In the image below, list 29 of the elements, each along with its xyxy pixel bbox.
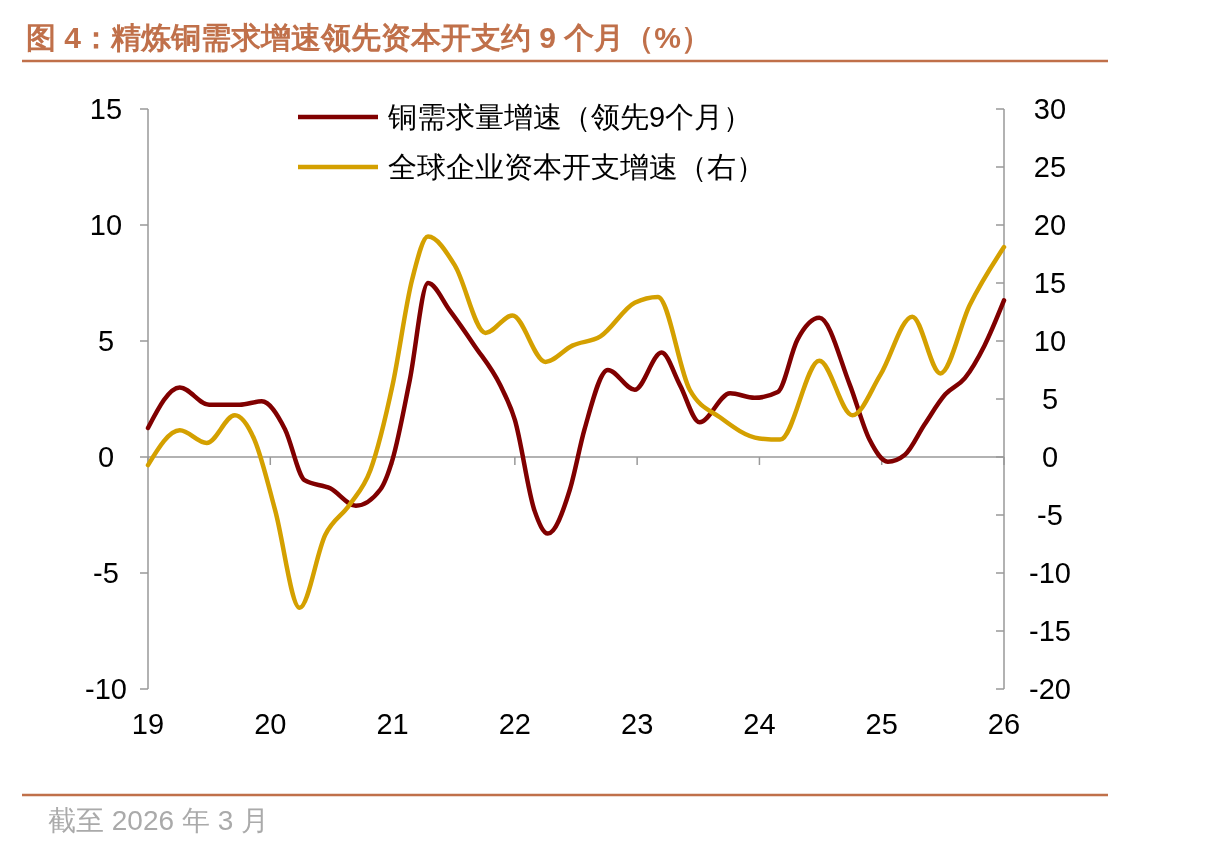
y-tick-label: 15 [89, 93, 123, 126]
y2-tick-label: 20 [1033, 209, 1067, 242]
y2-tick-label: 30 [1033, 93, 1067, 126]
x-tick-label: 25 [865, 708, 898, 740]
y-tick-label: 10 [89, 209, 123, 242]
x-tick-label: 22 [498, 708, 531, 740]
y2-tick-label: -15 [1029, 615, 1071, 648]
y2-tick-label: 10 [1033, 325, 1067, 358]
y-tick-label: 0 [97, 441, 115, 474]
y-tick-label: -5 [93, 557, 119, 590]
y-tick-label: 5 [97, 325, 115, 358]
x-tick-label: 26 [987, 708, 1021, 740]
x-tick-label: 23 [621, 708, 654, 740]
y2-tick-label: 5 [1041, 383, 1059, 416]
y2-tick-label: 25 [1033, 151, 1067, 184]
y2-tick-label: 0 [1041, 441, 1059, 474]
legend-label: 全球企业资本开支增速（右） [388, 151, 765, 184]
text: 截至 2026 年 3 月 [48, 805, 269, 836]
y2-tick-label: -5 [1037, 499, 1063, 532]
chart-title: 图 4：精炼铜需求增速领先资本开支约 9 个月（%） [26, 21, 712, 54]
y2-tick-label: -10 [1029, 557, 1071, 590]
x-tick-label: 21 [376, 708, 409, 740]
y2-tick-label: 15 [1033, 267, 1067, 300]
y-tick-label: -10 [85, 673, 127, 706]
y2-tick-label: -20 [1029, 673, 1071, 706]
x-tick-label: 20 [254, 708, 287, 740]
x-tick-label: 19 [131, 708, 165, 740]
x-tick-label: 24 [743, 708, 776, 740]
legend-label: 铜需求量增速（领先9个月） [387, 101, 753, 134]
